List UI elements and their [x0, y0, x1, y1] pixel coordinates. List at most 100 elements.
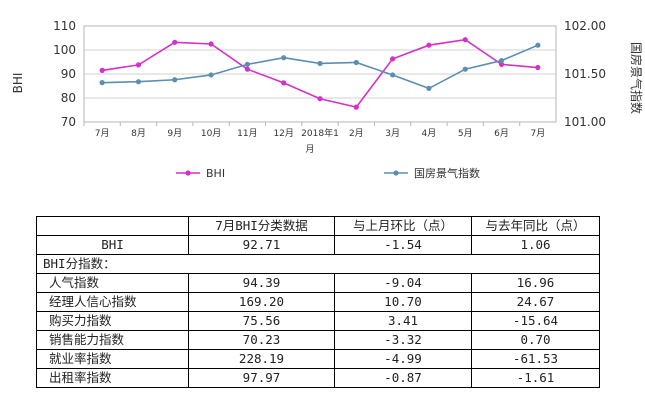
y-tick-label: 90: [61, 67, 76, 81]
x-tick-label: 12月: [273, 128, 293, 139]
x-tick-label: 7月: [95, 128, 110, 139]
table-row: 出租率指数 97.97 -0.87 -1.61: [36, 368, 600, 388]
row-label: 销售能力指数: [36, 330, 189, 350]
table-header-row: 7月BHI分类数据 与上月环比（点） 与去年同比（点）: [36, 216, 600, 236]
x-tick-label: 2018年1 月: [301, 127, 339, 155]
data-point: [426, 42, 432, 48]
data-point: [390, 72, 396, 78]
y2-tick-label: 102.00: [564, 19, 606, 33]
data-point: [208, 72, 214, 78]
row-label: BHI分指数：: [36, 254, 189, 274]
table-row: BHI 92.71 -1.54 1.06: [36, 235, 600, 255]
table-cell: 70.23: [188, 330, 335, 350]
data-point: [281, 80, 287, 86]
y-tick-label: 110: [53, 19, 76, 33]
table-cell: 16.96: [471, 273, 600, 293]
series-line-1: [102, 44, 539, 90]
x-tick-label: 8月: [131, 128, 146, 139]
data-point: [172, 77, 178, 83]
legend-entry: 国房景气指数: [414, 166, 480, 180]
table-cell: -9.04: [334, 273, 472, 293]
table-cell: 3.41: [334, 311, 472, 331]
table-cell: 10.70: [334, 292, 472, 312]
y-tick-label: 70: [61, 115, 76, 129]
data-point: [172, 39, 178, 45]
row-label: 出租率指数: [36, 368, 189, 388]
data-point: [135, 62, 142, 68]
table-cell: -15.64: [471, 311, 600, 331]
table-cell: 228.19: [188, 349, 335, 369]
y2-tick-label: 101.00: [564, 115, 606, 129]
x-tick-label: 9月: [167, 128, 182, 139]
y2-axis-ticks: 101.00 101.50 102.00: [564, 19, 606, 129]
data-point: [135, 79, 142, 85]
x-tick-label: 2月: [349, 128, 364, 139]
data-point: [535, 64, 541, 71]
x-tick-label: 4月: [422, 128, 437, 139]
table-cell: 92.71: [188, 235, 335, 255]
table-row: 经理人信心指数 169.20 10.70 24.67: [36, 292, 600, 312]
x-axis-ticks: 7月 8月 9月 10月 11月 12月 2018年1 月 2月 3月 4月 5月 6月 7月: [83, 122, 545, 155]
x-tick-label: 11月: [237, 128, 257, 139]
data-point: [353, 59, 359, 66]
data-point: [462, 37, 468, 43]
data-point: [208, 41, 214, 47]
y2-tick-label: 101.50: [564, 67, 606, 81]
y-tick-label: 80: [61, 91, 76, 105]
table-row: BHI分指数：: [36, 254, 600, 274]
y-axis-label: BHI: [11, 73, 25, 94]
table-cell: -61.53: [471, 349, 600, 369]
legend-swatch-marker: [393, 170, 399, 176]
table-header-cell: 与去年同比（点）: [471, 216, 600, 236]
table-cell: 24.67: [471, 292, 600, 312]
data-point: [498, 61, 505, 67]
x-tick-label: 6月: [494, 128, 509, 139]
table-cell: -1.54: [334, 235, 472, 255]
row-label: 购买力指数: [36, 311, 189, 331]
empty-cell: [471, 254, 600, 274]
chart-grid: [83, 25, 557, 123]
table-row: 就业率指数 228.19 -4.99 -61.53: [36, 349, 600, 369]
table-row: 购买力指数 75.56 3.41 -15.64: [36, 311, 600, 331]
data-point: [535, 42, 541, 48]
row-label: BHI: [36, 235, 189, 255]
y-tick-label: 100: [53, 43, 76, 57]
empty-cell: [334, 254, 472, 274]
table-row: 销售能力指数 70.23 -3.32 0.70: [36, 330, 600, 350]
data-point: [244, 66, 250, 72]
bhi-data-table: 7月BHI分类数据 与上月环比（点） 与去年同比（点） BHI 92.71 -1.54 1.…: [36, 216, 600, 388]
data-point: [462, 66, 468, 72]
y2-axis-label: 国房景气指数: [629, 42, 644, 114]
data-point: [353, 104, 359, 110]
line-chart: 70 80 90 100 110 101.00 101.50 102.00 7月 8月 9月 10…: [11, 19, 644, 180]
chart-legend: BHI 国房景气指数: [176, 166, 480, 180]
data-point: [99, 67, 105, 73]
table-cell: 0.70: [471, 330, 600, 350]
legend-swatch-marker: [185, 170, 191, 176]
table-cell: -1.61: [471, 368, 600, 388]
data-point: [99, 80, 105, 86]
x-tick-label: 7月: [530, 128, 545, 139]
x-tick-label: 10月: [201, 128, 221, 139]
table-cell: -0.87: [334, 368, 472, 388]
table-cell: -3.32: [334, 330, 472, 350]
table-cell: 97.97: [188, 368, 335, 388]
data-point: [244, 61, 250, 67]
data-point: [317, 96, 323, 102]
table-cell: 75.56: [188, 311, 335, 331]
table-cell: 94.39: [188, 273, 335, 293]
row-label: 经理人信心指数: [36, 292, 189, 312]
row-label: 人气指数: [36, 273, 189, 293]
table-header-cell: 与上月环比（点）: [334, 216, 472, 236]
table-cell: 1.06: [471, 235, 600, 255]
table-header-cell: 7月BHI分类数据: [188, 216, 335, 236]
x-tick-label: 3月: [385, 128, 400, 139]
table-cell: 169.20: [188, 292, 335, 312]
table-header-cell: [36, 216, 189, 236]
table-row: 人气指数 94.39 -9.04 16.96: [36, 273, 600, 293]
y-axis-ticks: 70 80 90 100 110: [53, 19, 76, 129]
empty-cell: [188, 254, 335, 274]
row-label: 就业率指数: [36, 349, 189, 369]
data-point: [317, 60, 323, 67]
data-point: [390, 56, 396, 62]
